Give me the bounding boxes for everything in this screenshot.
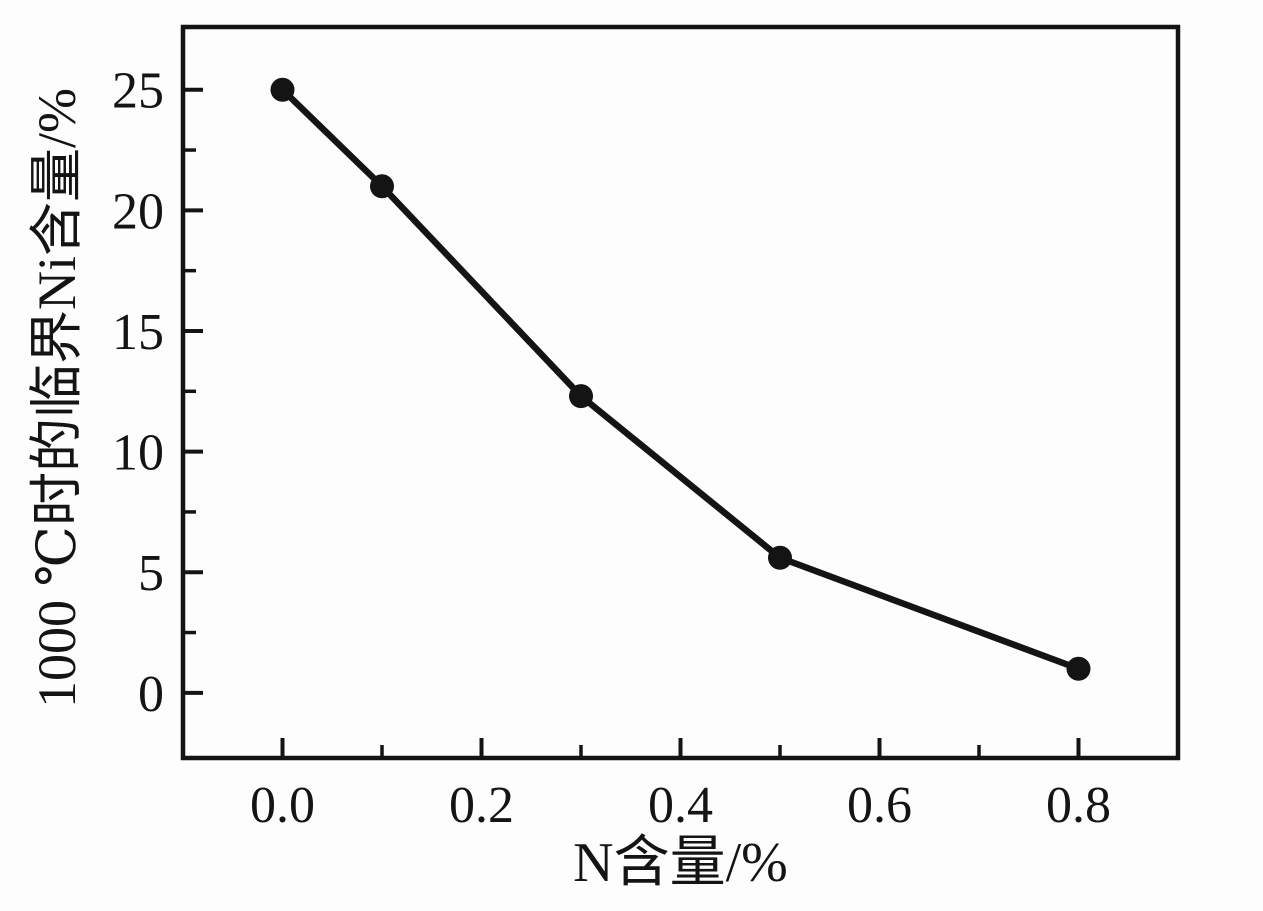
- data-line: [279, 86, 1082, 672]
- data-point: [1066, 656, 1091, 681]
- y-tick-label: 15: [112, 304, 164, 361]
- x-tick-label: 0.0: [250, 777, 315, 834]
- y-tick-label: 20: [112, 183, 164, 240]
- x-tick-label: 0.4: [648, 777, 713, 834]
- data-points: [270, 77, 1091, 681]
- y-tick-label: 0: [138, 666, 164, 723]
- y-tick-label: 5: [138, 545, 164, 602]
- y-tick-label: 25: [112, 63, 164, 120]
- y-axis-ticks: [185, 87, 203, 695]
- data-point: [569, 384, 593, 409]
- data-point: [370, 174, 394, 199]
- x-axis-ticks: [280, 738, 1081, 756]
- x-tick-label: 0.8: [1046, 777, 1111, 834]
- x-axis-title: N含量/%: [573, 832, 788, 894]
- plot-frame: [180, 24, 1181, 761]
- y-tick-labels: 0 5 10 15 20 25: [112, 63, 164, 723]
- x-tick-label: 0.2: [449, 777, 514, 834]
- x-tick-labels: 0.0 0.2 0.4 0.6 0.8: [250, 777, 1111, 834]
- y-axis-title: 1000 ℃时的临界Ni含量/%: [27, 88, 87, 708]
- data-point: [270, 77, 295, 102]
- data-point: [768, 545, 792, 570]
- x-tick-label: 0.6: [847, 777, 912, 834]
- y-tick-label: 10: [112, 425, 164, 482]
